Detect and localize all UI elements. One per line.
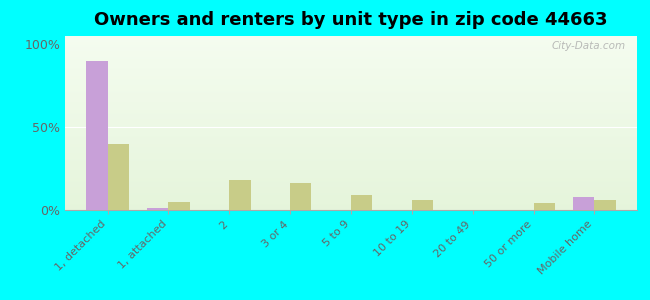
Bar: [290, 184, 311, 210]
Bar: [573, 197, 594, 210]
Bar: [168, 202, 190, 210]
Bar: [594, 200, 616, 210]
Text: City-Data.com: City-Data.com: [551, 41, 625, 51]
Title: Owners and renters by unit type in zip code 44663: Owners and renters by unit type in zip c…: [94, 11, 608, 29]
Bar: [412, 200, 433, 210]
Bar: [534, 203, 555, 210]
Bar: [86, 61, 108, 210]
Bar: [351, 195, 372, 210]
Bar: [229, 180, 251, 210]
Bar: [108, 144, 129, 210]
Bar: [147, 208, 168, 210]
